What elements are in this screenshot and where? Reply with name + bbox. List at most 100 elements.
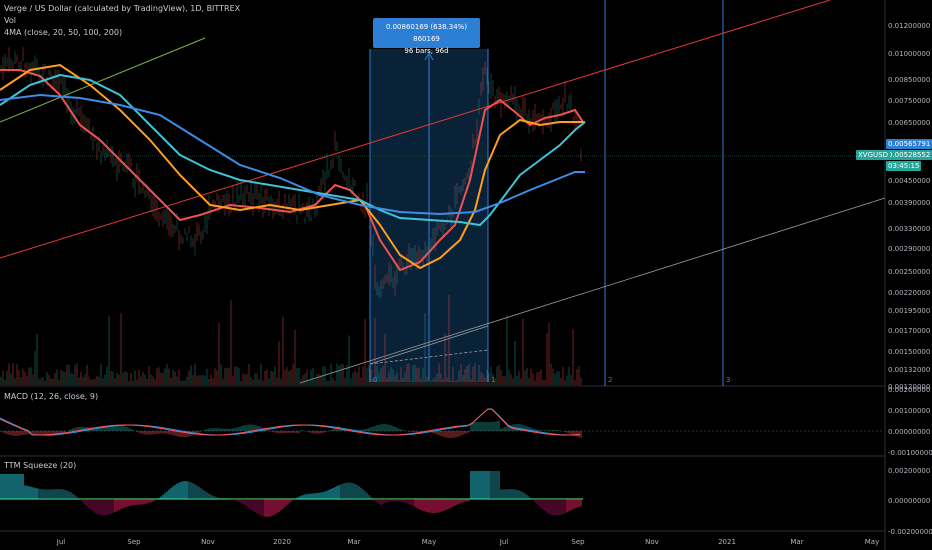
volume-bar bbox=[140, 376, 142, 385]
ttm-histogram-bar bbox=[236, 499, 238, 502]
macd-histogram-bar bbox=[442, 431, 444, 437]
macd-histogram-bar bbox=[540, 430, 542, 431]
ttm-histogram-bar bbox=[52, 489, 54, 499]
volume-bar bbox=[358, 366, 360, 385]
measure-arrow-head bbox=[424, 51, 434, 61]
macd-histogram-bar bbox=[284, 431, 286, 434]
volume-bar bbox=[194, 363, 196, 385]
macd-histogram-bar bbox=[380, 424, 382, 431]
macd-histogram-bar bbox=[44, 431, 46, 436]
volume-bar bbox=[532, 373, 534, 385]
time-axis-label: Jul bbox=[56, 538, 66, 546]
ttm-histogram-bar bbox=[518, 490, 520, 499]
volume-bar bbox=[292, 363, 294, 385]
volume-bar bbox=[236, 366, 238, 385]
volume-bar bbox=[416, 367, 418, 385]
symbol-tag: XVGUSD bbox=[856, 150, 890, 160]
ttm-histogram-bar bbox=[146, 499, 148, 504]
macd-histogram-bar bbox=[136, 431, 138, 433]
macd-histogram-bar bbox=[272, 431, 274, 433]
macd-histogram-bar bbox=[140, 431, 142, 434]
ttm-histogram-bar bbox=[376, 499, 378, 503]
macd-histogram-bar bbox=[60, 431, 62, 435]
ttm-histogram-bar bbox=[400, 499, 402, 502]
ttm-histogram-bar bbox=[314, 493, 316, 499]
ttm-histogram-bar bbox=[572, 499, 574, 510]
ttm-histogram-bar bbox=[444, 499, 446, 511]
ttm-axis-tick: 0.00200000 bbox=[888, 467, 930, 475]
ttm-histogram-bar bbox=[38, 488, 40, 499]
macd-histogram-bar bbox=[242, 425, 244, 431]
macd-histogram-bar bbox=[538, 430, 540, 431]
volume-bar bbox=[56, 369, 58, 385]
volume-bar bbox=[12, 363, 14, 385]
ttm-histogram-bar bbox=[564, 499, 566, 514]
ttm-histogram-bar bbox=[468, 499, 470, 502]
chart-drawings[interactable]: 0 1 2 3 bbox=[0, 0, 886, 386]
volume-bar bbox=[28, 367, 30, 385]
macd-histogram-bar bbox=[196, 431, 198, 434]
ttm-histogram-bar bbox=[516, 489, 518, 499]
volume-bar bbox=[552, 368, 554, 385]
volume-bar bbox=[308, 379, 310, 385]
macd-histogram-bar bbox=[18, 431, 20, 436]
ttm-histogram-bar bbox=[446, 499, 448, 510]
ttm-histogram-bar bbox=[426, 499, 428, 513]
ttm-histogram-bar bbox=[184, 481, 186, 499]
ttm-histogram-bar bbox=[394, 499, 396, 502]
macd-histogram-bar bbox=[234, 427, 236, 431]
ttm-histogram-bar bbox=[48, 489, 50, 499]
ttm-histogram-bar bbox=[190, 482, 192, 499]
macd-histogram-bar bbox=[2, 431, 4, 433]
volume-bar bbox=[464, 368, 466, 385]
ttm-histogram-bar bbox=[216, 497, 218, 499]
volume-bar bbox=[260, 363, 262, 385]
volume-bar bbox=[132, 380, 134, 385]
ttm-histogram-bar bbox=[350, 482, 352, 499]
macd-histogram-bar bbox=[408, 431, 410, 432]
macd-histogram-bar bbox=[324, 431, 326, 433]
volume-bar bbox=[446, 377, 448, 385]
time-axis-label: Nov bbox=[201, 538, 215, 546]
volume-bar bbox=[506, 315, 508, 385]
volume-bar bbox=[306, 369, 308, 385]
macd-histogram-bar bbox=[16, 431, 18, 436]
volume-bar bbox=[284, 369, 286, 385]
macd-histogram-bar bbox=[470, 422, 472, 431]
price-axis-tick: 0.00250000 bbox=[888, 268, 930, 276]
volume-bar bbox=[542, 379, 544, 385]
volume-bar bbox=[468, 363, 470, 385]
volume-bar bbox=[268, 378, 270, 385]
macd-histogram-bar bbox=[310, 431, 312, 433]
volume-bar bbox=[196, 375, 198, 385]
volume-bar bbox=[338, 365, 340, 385]
macd-histogram-bar bbox=[542, 430, 544, 431]
macd-histogram-bar bbox=[154, 431, 156, 435]
volume-bar bbox=[402, 377, 404, 385]
volume-bar bbox=[484, 377, 486, 385]
macd-histogram-bar bbox=[220, 428, 222, 431]
ttm-histogram-bar bbox=[366, 493, 368, 499]
ttm-histogram-bar bbox=[512, 489, 514, 499]
volume-bar bbox=[528, 377, 530, 385]
macd-histogram-bar bbox=[436, 431, 438, 435]
ttm-histogram-bar bbox=[482, 471, 484, 499]
volume-bar bbox=[454, 380, 456, 385]
macd-histogram-bar bbox=[414, 431, 416, 432]
volume-bar bbox=[364, 319, 366, 385]
volume-bar bbox=[14, 378, 16, 385]
volume-bar bbox=[278, 341, 280, 385]
volume-bar bbox=[356, 372, 358, 385]
macd-histogram-bar bbox=[252, 424, 254, 431]
macd-histogram-bar bbox=[50, 431, 52, 437]
volume-bar bbox=[54, 372, 56, 385]
volume-bar bbox=[538, 371, 540, 385]
ttm-histogram-bar bbox=[176, 483, 178, 499]
macd-histogram-bar bbox=[494, 421, 496, 431]
ttm-histogram-bar bbox=[218, 497, 220, 499]
volume-bar bbox=[508, 370, 510, 385]
macd-histogram-bar bbox=[24, 431, 26, 435]
price-axis-tick: 0.00170000 bbox=[888, 327, 930, 335]
ttm-histogram-bar bbox=[8, 474, 10, 499]
